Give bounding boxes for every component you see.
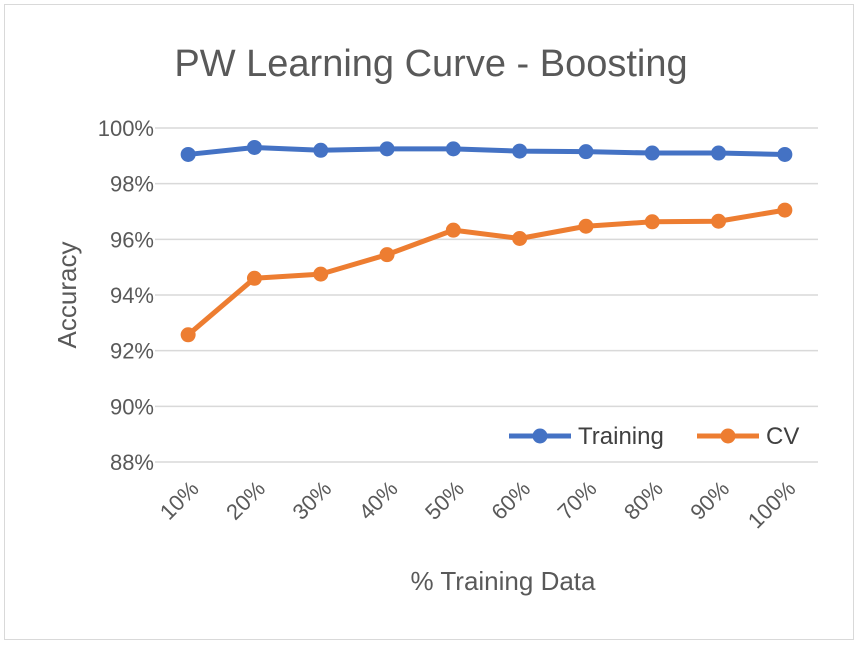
y-tick-label: 94% <box>110 283 154 308</box>
x-tick-label: 90% <box>685 476 734 525</box>
data-point <box>313 266 329 282</box>
series-cv <box>180 202 793 343</box>
y-tick-label: 98% <box>110 172 154 197</box>
data-point <box>379 247 395 263</box>
y-axis-title: Accuracy <box>52 242 82 349</box>
legend-item-training: Training <box>509 423 664 450</box>
x-tick-label: 70% <box>553 476 602 525</box>
series-line <box>185 207 788 338</box>
data-point <box>512 230 528 246</box>
data-point <box>246 270 262 286</box>
x-axis-ticks: 10% 20% 30% 40% 50% 60% 70% 80% 90% 100% <box>155 476 801 533</box>
data-point <box>512 143 528 159</box>
chart-frame <box>4 4 854 640</box>
x-tick-label: 60% <box>486 476 535 525</box>
y-tick-label: 100% <box>98 116 154 141</box>
y-tick-label: 96% <box>110 227 154 252</box>
data-point <box>578 144 594 160</box>
x-tick-label: 40% <box>354 476 403 525</box>
y-tick-label: 92% <box>110 339 154 364</box>
data-point <box>777 202 793 218</box>
x-tick-label: 50% <box>420 476 469 525</box>
data-point <box>313 142 329 158</box>
x-tick-label: 80% <box>619 476 668 525</box>
data-point <box>180 327 196 343</box>
series-lines <box>180 139 793 343</box>
x-tick-label: 30% <box>287 476 336 525</box>
data-point <box>379 141 395 157</box>
series-training <box>180 139 793 162</box>
data-point <box>445 222 461 238</box>
x-tick-label: 20% <box>221 476 270 525</box>
legend-item-cv: CV <box>697 423 799 450</box>
chart-title: PW Learning Curve - Boosting <box>174 43 687 85</box>
gridlines <box>155 127 818 463</box>
series-line <box>185 144 788 157</box>
legend: Training CV <box>509 423 799 450</box>
y-tick-label: 88% <box>110 450 154 475</box>
data-point <box>777 146 793 162</box>
y-tick-label: 90% <box>110 394 154 419</box>
data-point <box>578 218 594 234</box>
data-point <box>644 214 660 230</box>
data-point <box>711 213 727 229</box>
data-point <box>644 145 660 161</box>
data-point <box>180 146 196 162</box>
data-point <box>711 145 727 161</box>
data-point <box>445 141 461 157</box>
x-axis-title: % Training Data <box>411 566 597 596</box>
legend-label: Training <box>578 423 664 450</box>
x-tick-label: 100% <box>743 476 800 533</box>
y-axis-ticks: 88% 90% 92% 94% 96% 98% 100% <box>98 116 154 475</box>
legend-swatch-marker <box>532 428 548 444</box>
legend-label: CV <box>766 423 799 450</box>
x-tick-label: 10% <box>155 476 204 525</box>
data-point <box>246 139 262 155</box>
legend-swatch-marker <box>720 428 736 444</box>
